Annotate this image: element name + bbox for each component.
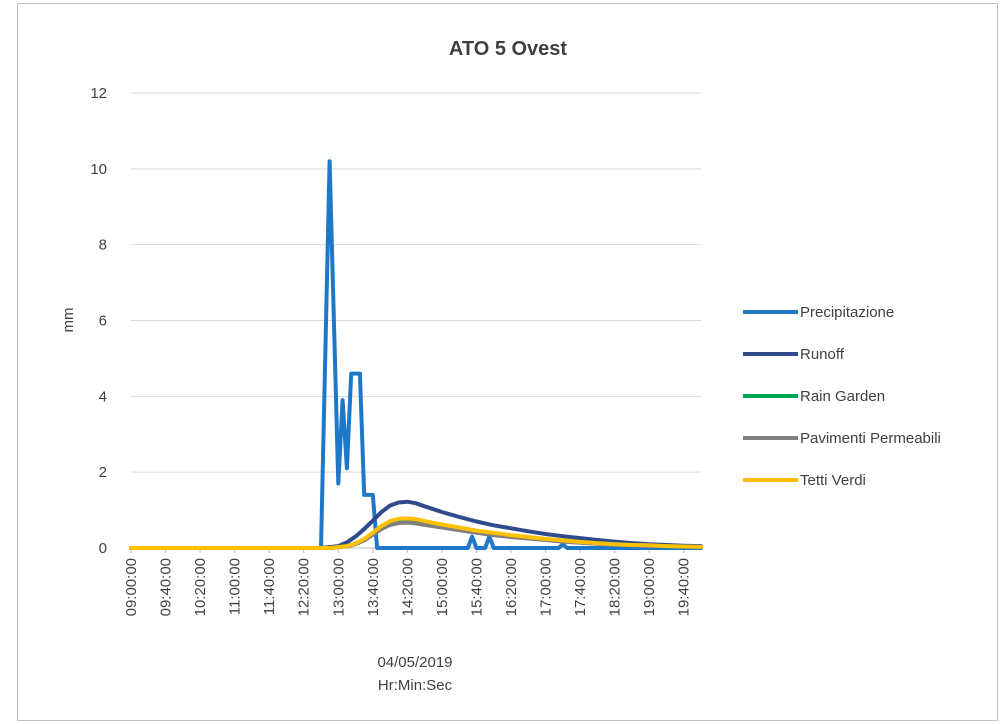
legend: Precipitazione Runoff Rain Garden Pavimenti…: [743, 304, 941, 489]
x-tick-label: 09:40:00: [158, 558, 175, 616]
x-tick-label: 16:20:00: [503, 558, 520, 616]
series-lines: [129, 159, 703, 550]
y-tick-label: 2: [99, 464, 107, 481]
y-tick-labels: 0 2 4 6 8 10 12: [90, 85, 107, 557]
x-tick-label: 12:20:00: [296, 558, 313, 616]
x-axis-label-date: 04/05/2019: [377, 654, 452, 671]
x-tick-label: 17:40:00: [572, 558, 589, 616]
legend-label: Rain Garden: [800, 388, 885, 405]
series-line-runoff: [129, 499, 703, 550]
legend-label: Precipitazione: [800, 304, 894, 321]
y-tick-label: 12: [90, 85, 107, 102]
x-tick-label: 15:40:00: [468, 558, 485, 616]
x-tick-label: 13:40:00: [365, 558, 382, 616]
x-tick-label: 11:40:00: [261, 558, 278, 615]
y-tick-label: 8: [99, 237, 107, 254]
chart-frame: [17, 3, 998, 721]
x-tick-label: 13:00:00: [330, 558, 347, 616]
x-tick-label: 19:00:00: [641, 558, 658, 616]
legend-label: Pavimenti Permeabili: [800, 430, 941, 447]
series-line-tetti-verdi: [129, 516, 703, 550]
y-tick-label: 6: [99, 313, 107, 330]
series-line-precipitazione: [129, 159, 703, 550]
x-tick-label: 19:40:00: [676, 558, 693, 616]
gridlines: [131, 92, 701, 549]
x-axis-label-format: Hr:Min:Sec: [378, 677, 453, 694]
x-tick-label: 09:00:00: [123, 558, 140, 616]
legend-label: Tetti Verdi: [800, 472, 866, 489]
y-tick-label: 0: [99, 540, 107, 557]
y-tick-label: 4: [99, 388, 107, 405]
legend-label: Runoff: [800, 346, 845, 363]
x-tick-label: 14:20:00: [399, 558, 416, 616]
x-tick-labels: 09:00:00 09:40:00 10:20:00 11:00:00 11:40:00…: [123, 548, 693, 616]
y-axis-label: mm: [60, 308, 77, 333]
y-tick-label: 10: [90, 161, 107, 178]
x-tick-label: 11:00:00: [227, 558, 244, 615]
chart-title: ATO 5 Ovest: [449, 38, 568, 60]
x-tick-label: 18:20:00: [607, 558, 624, 616]
x-tick-label: 15:00:00: [434, 558, 451, 616]
x-tick-label: 17:00:00: [538, 558, 555, 616]
x-tick-label: 10:20:00: [192, 558, 209, 616]
